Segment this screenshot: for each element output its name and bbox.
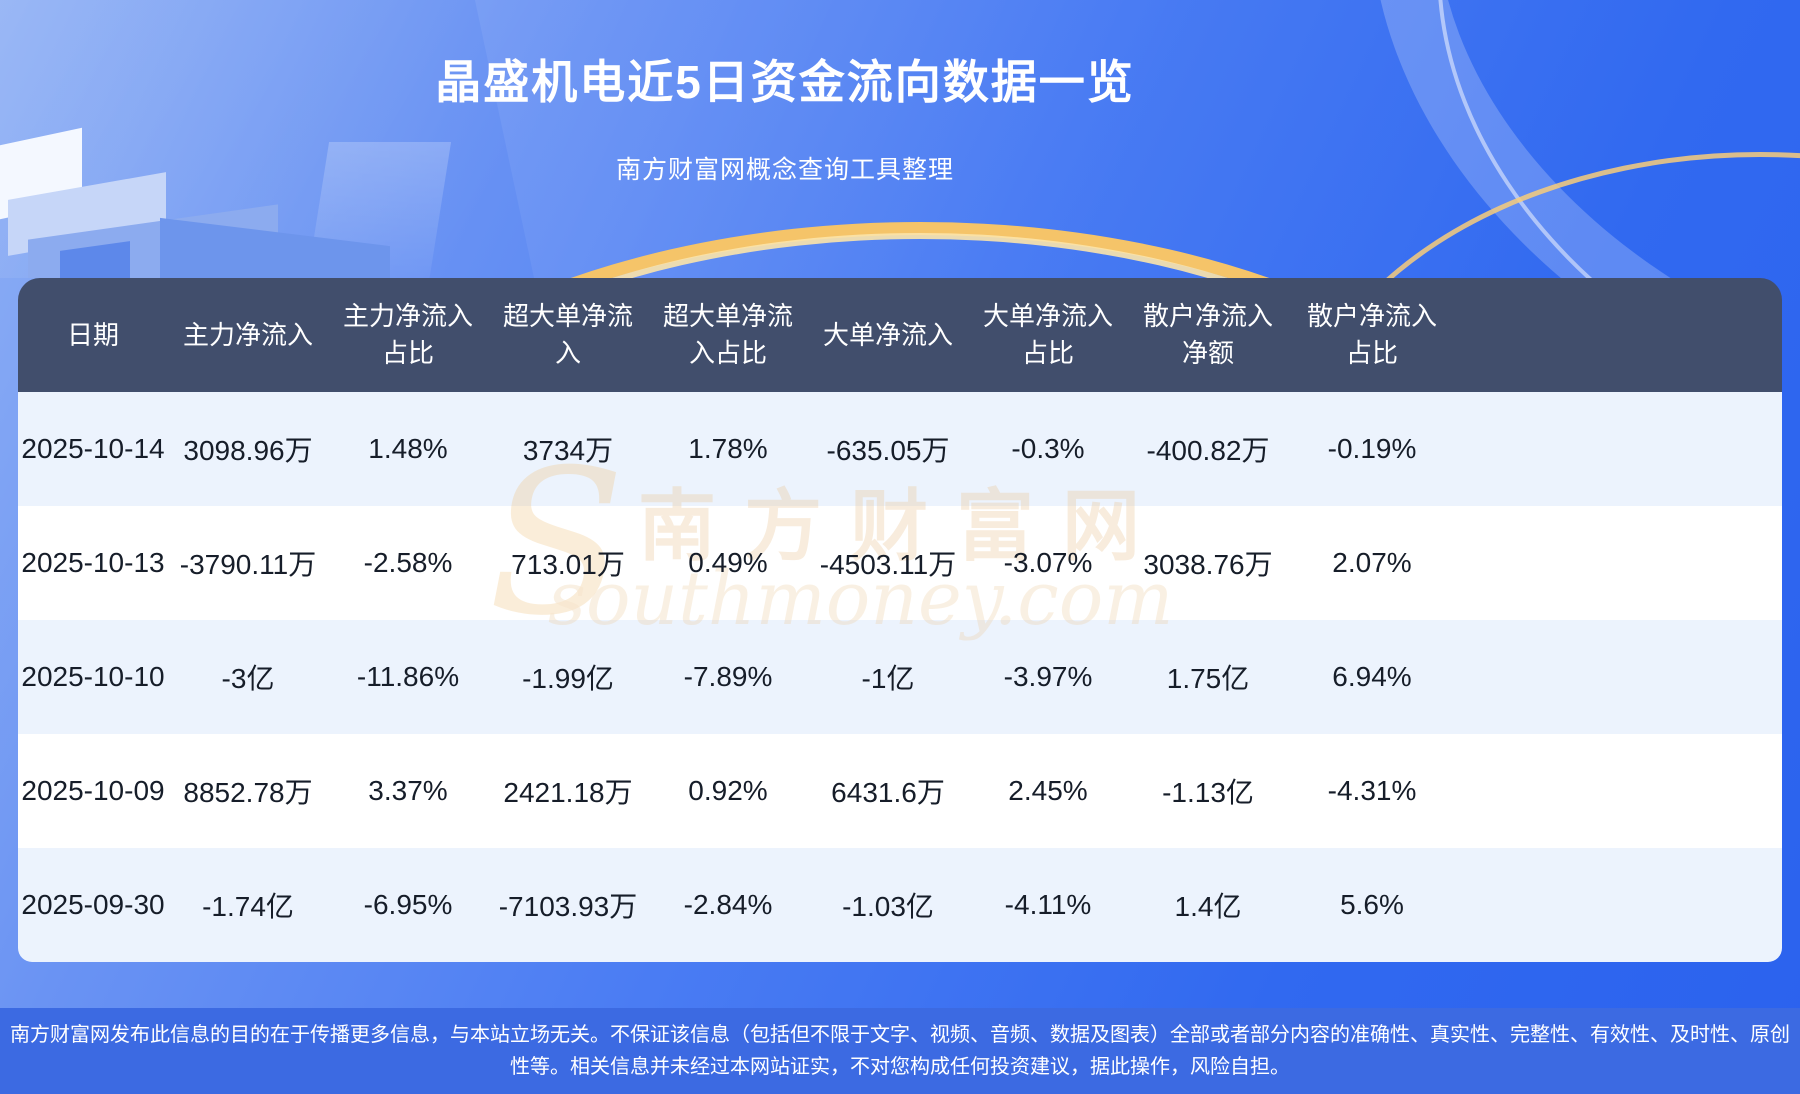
- column-header: 超大单净流 入: [502, 301, 633, 368]
- value-cell: -2.84%: [683, 889, 773, 920]
- value-cell: 0.92%: [688, 775, 768, 806]
- column-header-filler: [1456, 278, 1782, 392]
- date-cell: 2025-10-10: [21, 661, 165, 692]
- value-cell: 2421.18万: [503, 777, 633, 808]
- disclaimer-text: 南方财富网发布此信息的目的在于传播更多信息，与本站立场无关。不保证该信息（包括但…: [10, 1024, 1790, 1078]
- value-cell: 3.37%: [368, 775, 448, 806]
- value-cell: -1.03亿: [842, 891, 934, 922]
- table-header-row: 日期 主力净流入 主力净流入 占比 超大单净流 入超大单净流 入占比 大单净流入 大单净流…: [18, 278, 1782, 392]
- value-cell: 5.6%: [1340, 889, 1404, 920]
- value-cell: -0.3%: [1011, 433, 1085, 464]
- date-cell: 2025-10-13: [21, 547, 165, 578]
- value-cell: -2.58%: [363, 547, 453, 578]
- value-cell: -4.11%: [1004, 889, 1092, 920]
- value-cell: -7103.93万: [498, 891, 638, 922]
- table-row: 2025-10-10 -3亿 -11.86% -1.99亿 -7.89% -1亿 -3.97…: [18, 620, 1782, 734]
- value-cell: 0.49%: [688, 547, 768, 578]
- decor-white-swoosh: [1257, 0, 1800, 278]
- decor-white-swoosh-line: [1345, 0, 1800, 278]
- value-cell: -1亿: [861, 663, 915, 694]
- table-row: 2025-10-13 -3790.11万 -2.58% 713.01万 0.49% -45…: [18, 506, 1782, 620]
- decor-gold-arc-highlight: [292, 233, 1548, 278]
- fund-flow-table: 日期 主力净流入 主力净流入 占比 超大单净流 入超大单净流 入占比 大单净流入 大单净流…: [18, 278, 1782, 962]
- table-body: 2025-10-14 3098.96万 1.48% 3734万 1.78% -635.05…: [18, 392, 1782, 962]
- value-cell: 2.45%: [1008, 775, 1088, 806]
- value-cell: -3亿: [221, 663, 275, 694]
- decor-light-streak: [457, 0, 1643, 278]
- value-cell: -400.82万: [1146, 435, 1270, 466]
- row-filler: [1456, 620, 1782, 734]
- value-cell: 713.01万: [511, 549, 625, 580]
- value-cell: -635.05万: [826, 435, 950, 466]
- value-cell: -11.86%: [356, 661, 460, 692]
- value-cell: 8852.78万: [183, 777, 313, 808]
- row-filler: [1456, 734, 1782, 848]
- footer-disclaimer-bar: 南方财富网发布此信息的目的在于传播更多信息，与本站立场无关。不保证该信息（包括但…: [0, 1008, 1800, 1094]
- column-header: 主力净流入: [182, 319, 313, 350]
- table-row: 2025-09-30 -1.74亿 -6.95% -7103.93万 -2.84% -1.…: [18, 848, 1782, 962]
- row-filler: [1456, 848, 1782, 962]
- column-header: 大单净流入: [822, 319, 953, 350]
- column-header: 日期: [66, 319, 119, 350]
- column-header: 主力净流入 占比: [342, 301, 473, 368]
- column-header: 大单净流入 占比: [982, 301, 1113, 368]
- value-cell: -1.13亿: [1162, 777, 1254, 808]
- value-cell: 6431.6万: [831, 777, 945, 808]
- value-cell: -1.74亿: [202, 891, 294, 922]
- table-row: 2025-10-14 3098.96万 1.48% 3734万 1.78% -635.05…: [18, 392, 1782, 506]
- table-row: 2025-10-09 8852.78万 3.37% 2421.18万 0.92% 6431…: [18, 734, 1782, 848]
- date-cell: 2025-10-09: [21, 775, 165, 806]
- value-cell: 1.48%: [368, 433, 448, 464]
- value-cell: 3734万: [522, 435, 614, 466]
- value-cell: -3790.11万: [179, 549, 317, 580]
- value-cell: 1.4亿: [1174, 891, 1242, 922]
- value-cell: -0.19%: [1327, 433, 1417, 464]
- column-header: 超大单净流 入占比: [662, 301, 793, 368]
- column-header: 散户净流入 占比: [1306, 301, 1437, 368]
- value-cell: 1.78%: [688, 433, 768, 464]
- value-cell: -6.95%: [363, 889, 453, 920]
- value-cell: -4503.11万: [819, 549, 957, 580]
- value-cell: 3038.76万: [1143, 549, 1273, 580]
- value-cell: -7.89%: [683, 661, 773, 692]
- row-filler: [1456, 506, 1782, 620]
- value-cell: -1.99亿: [522, 663, 614, 694]
- column-header: 散户净流入 净额: [1142, 301, 1273, 368]
- value-cell: 2.07%: [1332, 547, 1412, 578]
- page-subtitle: 南方财富网概念查询工具整理: [615, 156, 954, 184]
- page-title: 晶盛机电近5日资金流向数据一览: [435, 56, 1135, 108]
- date-cell: 2025-10-14: [21, 433, 165, 464]
- hero-banner: 晶盛机电近5日资金流向数据一览 南方财富网概念查询工具整理: [0, 0, 1800, 278]
- value-cell: 3098.96万: [183, 435, 313, 466]
- value-cell: -4.31%: [1327, 775, 1417, 806]
- row-filler: [1456, 392, 1782, 506]
- date-cell: 2025-09-30: [21, 889, 165, 920]
- decor-gold-arc: [268, 222, 1572, 278]
- value-cell: -3.97%: [1003, 661, 1093, 692]
- value-cell: 1.75亿: [1166, 663, 1250, 694]
- value-cell: -3.07%: [1003, 547, 1093, 578]
- value-cell: 6.94%: [1332, 661, 1412, 692]
